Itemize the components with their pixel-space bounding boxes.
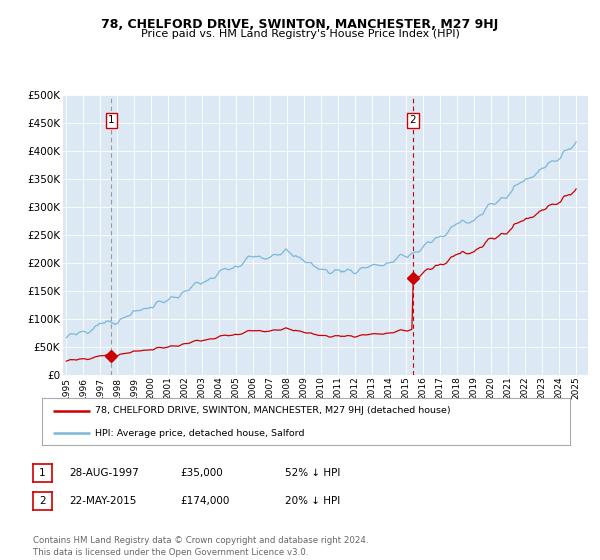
Text: 2: 2 (409, 115, 416, 125)
Text: 1: 1 (108, 115, 115, 125)
Text: 1: 1 (39, 468, 46, 478)
Text: 20% ↓ HPI: 20% ↓ HPI (285, 496, 340, 506)
Text: £35,000: £35,000 (180, 468, 223, 478)
Text: 78, CHELFORD DRIVE, SWINTON, MANCHESTER, M27 9HJ: 78, CHELFORD DRIVE, SWINTON, MANCHESTER,… (101, 18, 499, 31)
Text: 22-MAY-2015: 22-MAY-2015 (69, 496, 136, 506)
Text: Contains HM Land Registry data © Crown copyright and database right 2024.
This d: Contains HM Land Registry data © Crown c… (33, 536, 368, 557)
Text: HPI: Average price, detached house, Salford: HPI: Average price, detached house, Salf… (95, 429, 304, 438)
Text: 2: 2 (39, 496, 46, 506)
Text: 28-AUG-1997: 28-AUG-1997 (69, 468, 139, 478)
Text: 52% ↓ HPI: 52% ↓ HPI (285, 468, 340, 478)
Text: 78, CHELFORD DRIVE, SWINTON, MANCHESTER, M27 9HJ (detached house): 78, CHELFORD DRIVE, SWINTON, MANCHESTER,… (95, 407, 451, 416)
Text: Price paid vs. HM Land Registry's House Price Index (HPI): Price paid vs. HM Land Registry's House … (140, 29, 460, 39)
Text: £174,000: £174,000 (180, 496, 229, 506)
